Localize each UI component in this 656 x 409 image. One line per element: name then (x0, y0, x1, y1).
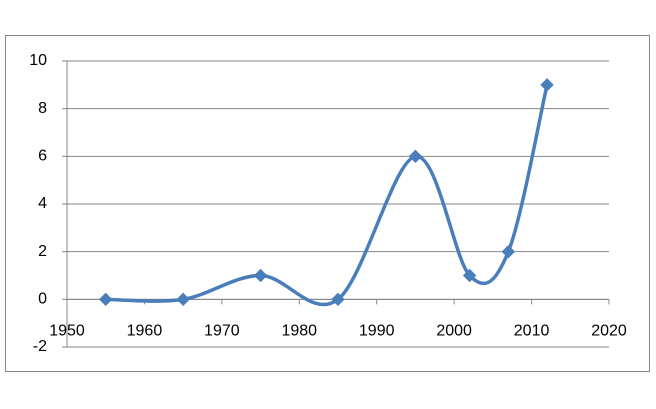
x-tick-label: 1980 (281, 323, 317, 340)
x-tick-label: 2010 (514, 323, 550, 340)
point-marker (408, 149, 423, 164)
x-tick-label: 2000 (436, 323, 472, 340)
y-tick-label: -2 (33, 338, 47, 355)
y-tick-label: 0 (38, 291, 47, 308)
y-tick-label: 2 (38, 243, 47, 260)
y-tick-label: 6 (38, 148, 47, 165)
x-tick-label: 2020 (591, 323, 627, 340)
x-tick-label: 1970 (204, 323, 240, 340)
y-tick-label: 10 (29, 52, 47, 69)
y-tick-label: 4 (38, 195, 47, 212)
point-marker (462, 268, 477, 283)
point-marker (540, 78, 554, 92)
point-marker (331, 292, 345, 307)
x-tick-label: 1960 (127, 323, 163, 340)
point-marker (176, 292, 190, 307)
y-tick-label: 8 (38, 100, 47, 117)
x-tick-label: 1990 (359, 323, 395, 340)
point-marker (99, 292, 113, 307)
point-marker (501, 244, 516, 259)
x-tick-label: 1950 (49, 323, 85, 340)
point-marker (253, 268, 268, 283)
